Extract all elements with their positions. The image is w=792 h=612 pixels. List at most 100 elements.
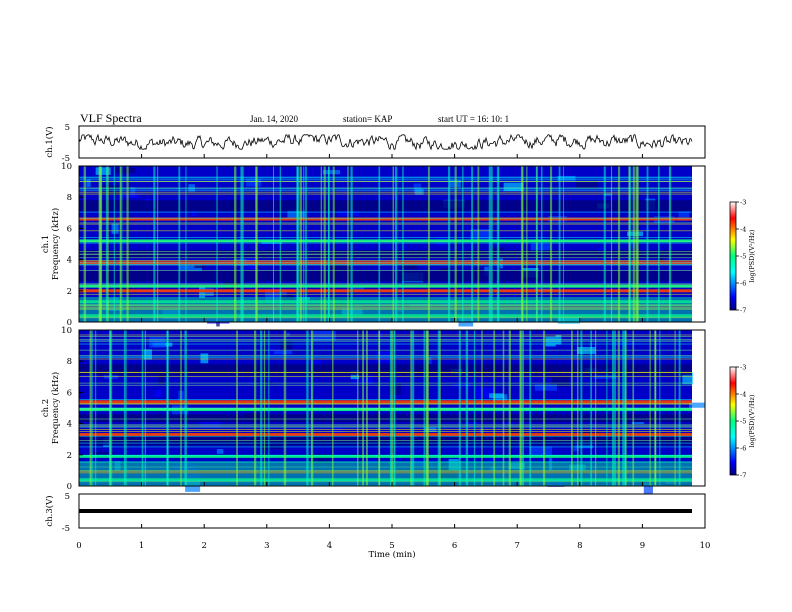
spectrogram-streak xyxy=(110,330,113,486)
spectrogram-streak xyxy=(263,330,266,486)
spectrogram-line xyxy=(79,193,692,195)
spectrogram-streak xyxy=(508,330,511,486)
spectrogram-streak xyxy=(306,330,309,486)
spectrogram-streak xyxy=(178,166,181,322)
spectrogram-streak xyxy=(283,330,287,486)
spectrogram-band xyxy=(79,400,692,404)
spectrogram-cell xyxy=(642,228,658,231)
ch3-wave-tick-bottom: -5 xyxy=(62,524,70,534)
colorbar-gradient xyxy=(729,366,737,476)
spectrogram-band xyxy=(79,217,692,221)
spectrogram-line xyxy=(79,264,692,265)
spectrogram-line xyxy=(79,240,692,242)
spectrogram-streak xyxy=(350,166,353,322)
spectrogram-cell xyxy=(171,405,189,418)
spectrogram-line xyxy=(79,435,692,437)
spectrogram-streak xyxy=(378,166,381,322)
spectrogram-streak xyxy=(549,166,553,322)
spectrogram-line xyxy=(79,403,692,405)
spectrogram-streak xyxy=(635,166,638,322)
spectrogram-streak xyxy=(241,166,244,322)
spectrogram-streak xyxy=(625,330,627,486)
x-tick-label: 10 xyxy=(700,541,711,551)
spectrogram-streak xyxy=(144,330,146,486)
spectrogram-line xyxy=(79,230,692,232)
spectrogram-line xyxy=(79,222,692,224)
spectrogram-cell xyxy=(265,289,287,301)
ch2-spec-ylabel-top: ch.2 xyxy=(41,399,51,417)
spectrogram-streak xyxy=(670,166,672,322)
spectrogram-line xyxy=(79,376,692,377)
colorbar-tick-label: -3 xyxy=(740,364,746,372)
spectrogram-cell xyxy=(439,268,450,272)
spectrogram-streak xyxy=(498,166,500,322)
spectrogram-line xyxy=(79,187,692,189)
spectrogram-cell xyxy=(329,264,352,272)
spectrogram-cell xyxy=(95,167,111,175)
x-tick-label: 1 xyxy=(139,541,144,551)
spectrogram-streak xyxy=(614,330,616,486)
spectrogram-streak xyxy=(98,166,101,322)
spectrogram-streak xyxy=(273,166,275,322)
spectrogram-line xyxy=(79,181,692,182)
spectrogram-cell xyxy=(400,262,417,270)
spectrogram-streak xyxy=(95,330,97,486)
colorbar-tick-label: -6 xyxy=(740,445,746,453)
spectrogram-streak xyxy=(427,166,430,322)
spectrogram-cell xyxy=(216,449,224,454)
spectrogram-low-band xyxy=(79,461,692,486)
spectrogram-streak xyxy=(166,330,169,486)
spectrogram-streak xyxy=(332,330,334,486)
spectrogram-line xyxy=(79,442,692,444)
colorbar-tick-label: -4 xyxy=(740,391,746,399)
spectrogram-streak xyxy=(678,330,681,486)
spectrogram-streak xyxy=(402,166,404,322)
spectrogram-cell xyxy=(678,211,690,221)
ch1-wave-ylabel: ch.1(V) xyxy=(44,126,55,157)
spectrogram-streak xyxy=(606,330,608,486)
spectrogram-streak xyxy=(529,330,532,486)
spectrogram-cell xyxy=(203,288,214,297)
spectrogram-streak xyxy=(603,166,606,322)
spectrogram-cell xyxy=(503,182,524,192)
spectrogram-cell xyxy=(470,228,491,241)
ch2-spec-ytick-label: 0 xyxy=(67,482,72,492)
spectrogram-streak xyxy=(184,330,187,486)
ch2-spec-ylabel: Frequency (kHz) xyxy=(50,372,61,444)
spectrogram-streak xyxy=(646,166,649,322)
spectrogram-streak xyxy=(234,166,237,322)
ch1-spectrogram xyxy=(79,166,692,327)
spectrogram-streak xyxy=(536,166,538,322)
ch1-waveform-panel: 5 -5 ch.1(V) xyxy=(44,123,706,164)
spectrogram-cell xyxy=(529,446,552,456)
spectrogram-line xyxy=(79,293,692,295)
spectrogram-cell xyxy=(246,178,262,187)
spectrogram-streak xyxy=(674,330,676,486)
ch3-wave-tick-top: 5 xyxy=(65,492,70,502)
colorbar-tick-label: -7 xyxy=(740,472,746,480)
spectrogram-line xyxy=(79,338,692,340)
header-date: Jan. 14, 2020 xyxy=(250,114,298,124)
spectrogram-streak xyxy=(378,330,381,486)
spectrogram-streak xyxy=(119,166,122,322)
spectrogram-dark-band xyxy=(79,200,692,212)
spectrogram-streak xyxy=(610,166,613,322)
spectrogram-streak xyxy=(320,166,322,322)
spectrogram-cell xyxy=(550,376,570,387)
spectrogram-streak xyxy=(611,330,615,486)
spectrogram-streak xyxy=(362,330,364,486)
spectrogram-band xyxy=(79,433,692,437)
spectrogram-line xyxy=(79,354,692,356)
spectrogram-streak xyxy=(617,330,620,486)
spectrogram-cell xyxy=(114,167,136,174)
spectrogram-streak xyxy=(157,166,159,322)
spectrogram-line xyxy=(79,403,692,404)
spectrogram-line xyxy=(79,431,692,432)
spectrogram-streak xyxy=(105,166,107,322)
spectrogram-streak xyxy=(303,166,305,322)
spectrogram-streak xyxy=(563,166,565,322)
spectrogram-line xyxy=(79,440,692,441)
spectrogram-streak xyxy=(100,166,103,322)
spectrogram-line xyxy=(79,242,692,244)
spectrogram-cell xyxy=(309,454,331,465)
